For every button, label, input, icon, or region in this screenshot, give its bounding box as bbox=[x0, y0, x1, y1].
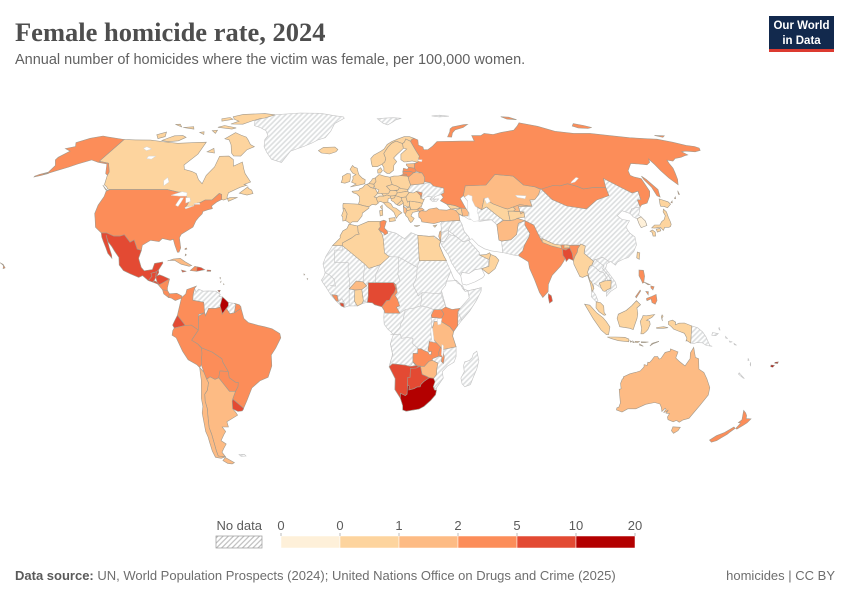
svg-text:1: 1 bbox=[395, 518, 402, 533]
svg-text:10: 10 bbox=[569, 518, 583, 533]
svg-text:2: 2 bbox=[454, 518, 461, 533]
svg-text:5: 5 bbox=[513, 518, 520, 533]
svg-text:0: 0 bbox=[277, 518, 284, 533]
svg-text:20: 20 bbox=[628, 518, 642, 533]
svg-text:No data: No data bbox=[216, 518, 262, 533]
svg-text:0: 0 bbox=[336, 518, 343, 533]
